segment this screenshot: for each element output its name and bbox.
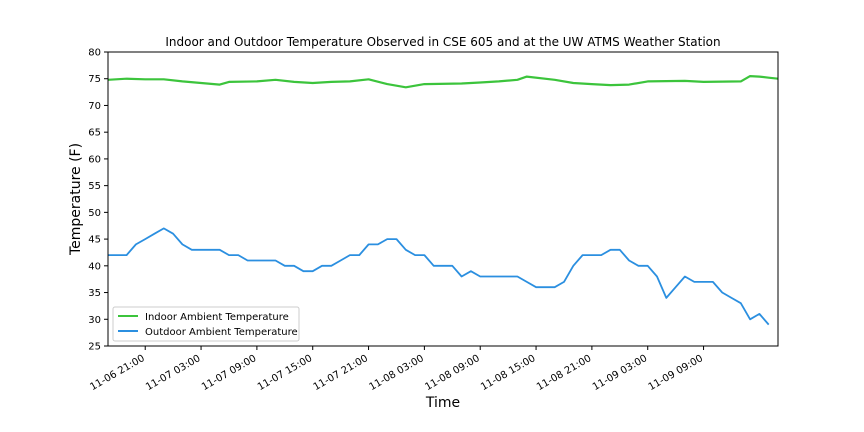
x-tick-label: 11-07 03:00: [144, 353, 202, 393]
x-tick-label: 11-09 03:00: [591, 353, 649, 393]
y-axis-label: Temperature (F): [68, 143, 84, 256]
y-axis-ticks: 25 30 35 40 45 50 55 60 65 70 75 80: [88, 48, 108, 353]
y-tick-label: 65: [88, 128, 101, 139]
series-line-indoor: [107, 75, 779, 89]
x-tick-label: 11-09 09:00: [647, 353, 705, 393]
legend-label-indoor: Indoor Ambient Temperature: [145, 312, 289, 323]
legend-box: [112, 306, 300, 342]
x-tick-label: 11-07 15:00: [256, 353, 314, 393]
plot-area-frame: [107, 51, 779, 347]
legend: Indoor Ambient Temperature Outdoor Ambie…: [112, 306, 300, 342]
x-axis-label: Time: [425, 395, 460, 411]
y-tick-label: 55: [88, 181, 101, 192]
x-tick-label: 11-07 09:00: [200, 353, 258, 393]
y-tick-label: 25: [88, 342, 101, 353]
y-tick-label: 30: [88, 315, 101, 326]
y-tick-label: 80: [88, 48, 101, 59]
x-tick-label: 11-07 21:00: [312, 353, 370, 393]
y-tick-label: 60: [88, 154, 101, 165]
y-tick-label: 75: [88, 74, 101, 85]
legend-label-outdoor: Outdoor Ambient Temperature: [145, 327, 298, 338]
y-tick-label: 70: [88, 101, 101, 112]
x-tick-label: 11-06 21:00: [88, 353, 146, 393]
x-tick-label: 11-08 09:00: [423, 353, 481, 393]
series-layer: [107, 75, 779, 326]
y-tick-label: 35: [88, 288, 101, 299]
y-tick-label: 45: [88, 235, 101, 246]
y-tick-label: 50: [88, 208, 101, 219]
x-tick-label: 11-08 03:00: [368, 353, 426, 393]
x-tick-label: 11-08 21:00: [535, 353, 593, 393]
x-tick-label: 11-08 15:00: [479, 353, 537, 393]
series-line-outdoor: [108, 227, 770, 326]
chart-title: Indoor and Outdoor Temperature Observed …: [165, 35, 720, 49]
y-tick-label: 40: [88, 261, 101, 272]
